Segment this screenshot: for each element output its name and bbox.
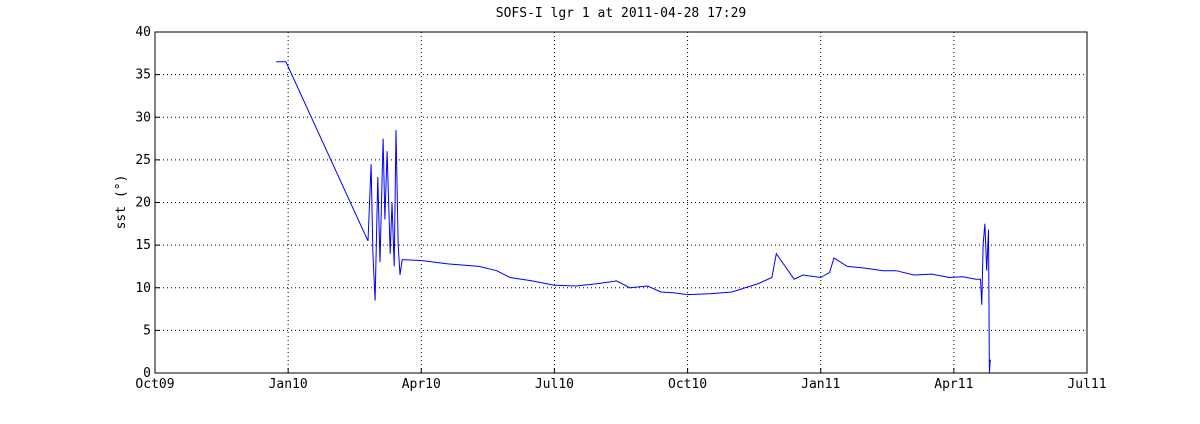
x-tick-label: Jul11 xyxy=(1067,377,1106,392)
data-line xyxy=(276,61,992,374)
y-axis-label: sst (°) xyxy=(114,175,129,230)
y-tick-label: 0 xyxy=(143,366,151,381)
y-tick-label: 10 xyxy=(135,281,151,296)
chart-title: SOFS-I lgr 1 at 2011-04-28 17:29 xyxy=(496,6,746,21)
y-tick-label: 5 xyxy=(143,323,151,338)
x-tick-label: Jul10 xyxy=(535,377,574,392)
x-tick-label: Apr10 xyxy=(402,377,441,392)
y-tick-label: 15 xyxy=(135,238,151,253)
y-tick-label: 30 xyxy=(135,110,151,125)
y-tick-label: 40 xyxy=(135,25,151,40)
x-tick-label: Jan10 xyxy=(269,377,308,392)
y-tick-label: 20 xyxy=(135,196,151,211)
x-tick-label: Apr11 xyxy=(934,377,973,392)
plot-frame xyxy=(154,31,1088,374)
y-tick-label: 35 xyxy=(135,68,151,83)
x-tick-label: Jan11 xyxy=(801,377,840,392)
x-tick-label: Oct10 xyxy=(668,377,707,392)
x-tick-label: Oct09 xyxy=(135,377,174,392)
y-tick-label: 25 xyxy=(135,153,151,168)
